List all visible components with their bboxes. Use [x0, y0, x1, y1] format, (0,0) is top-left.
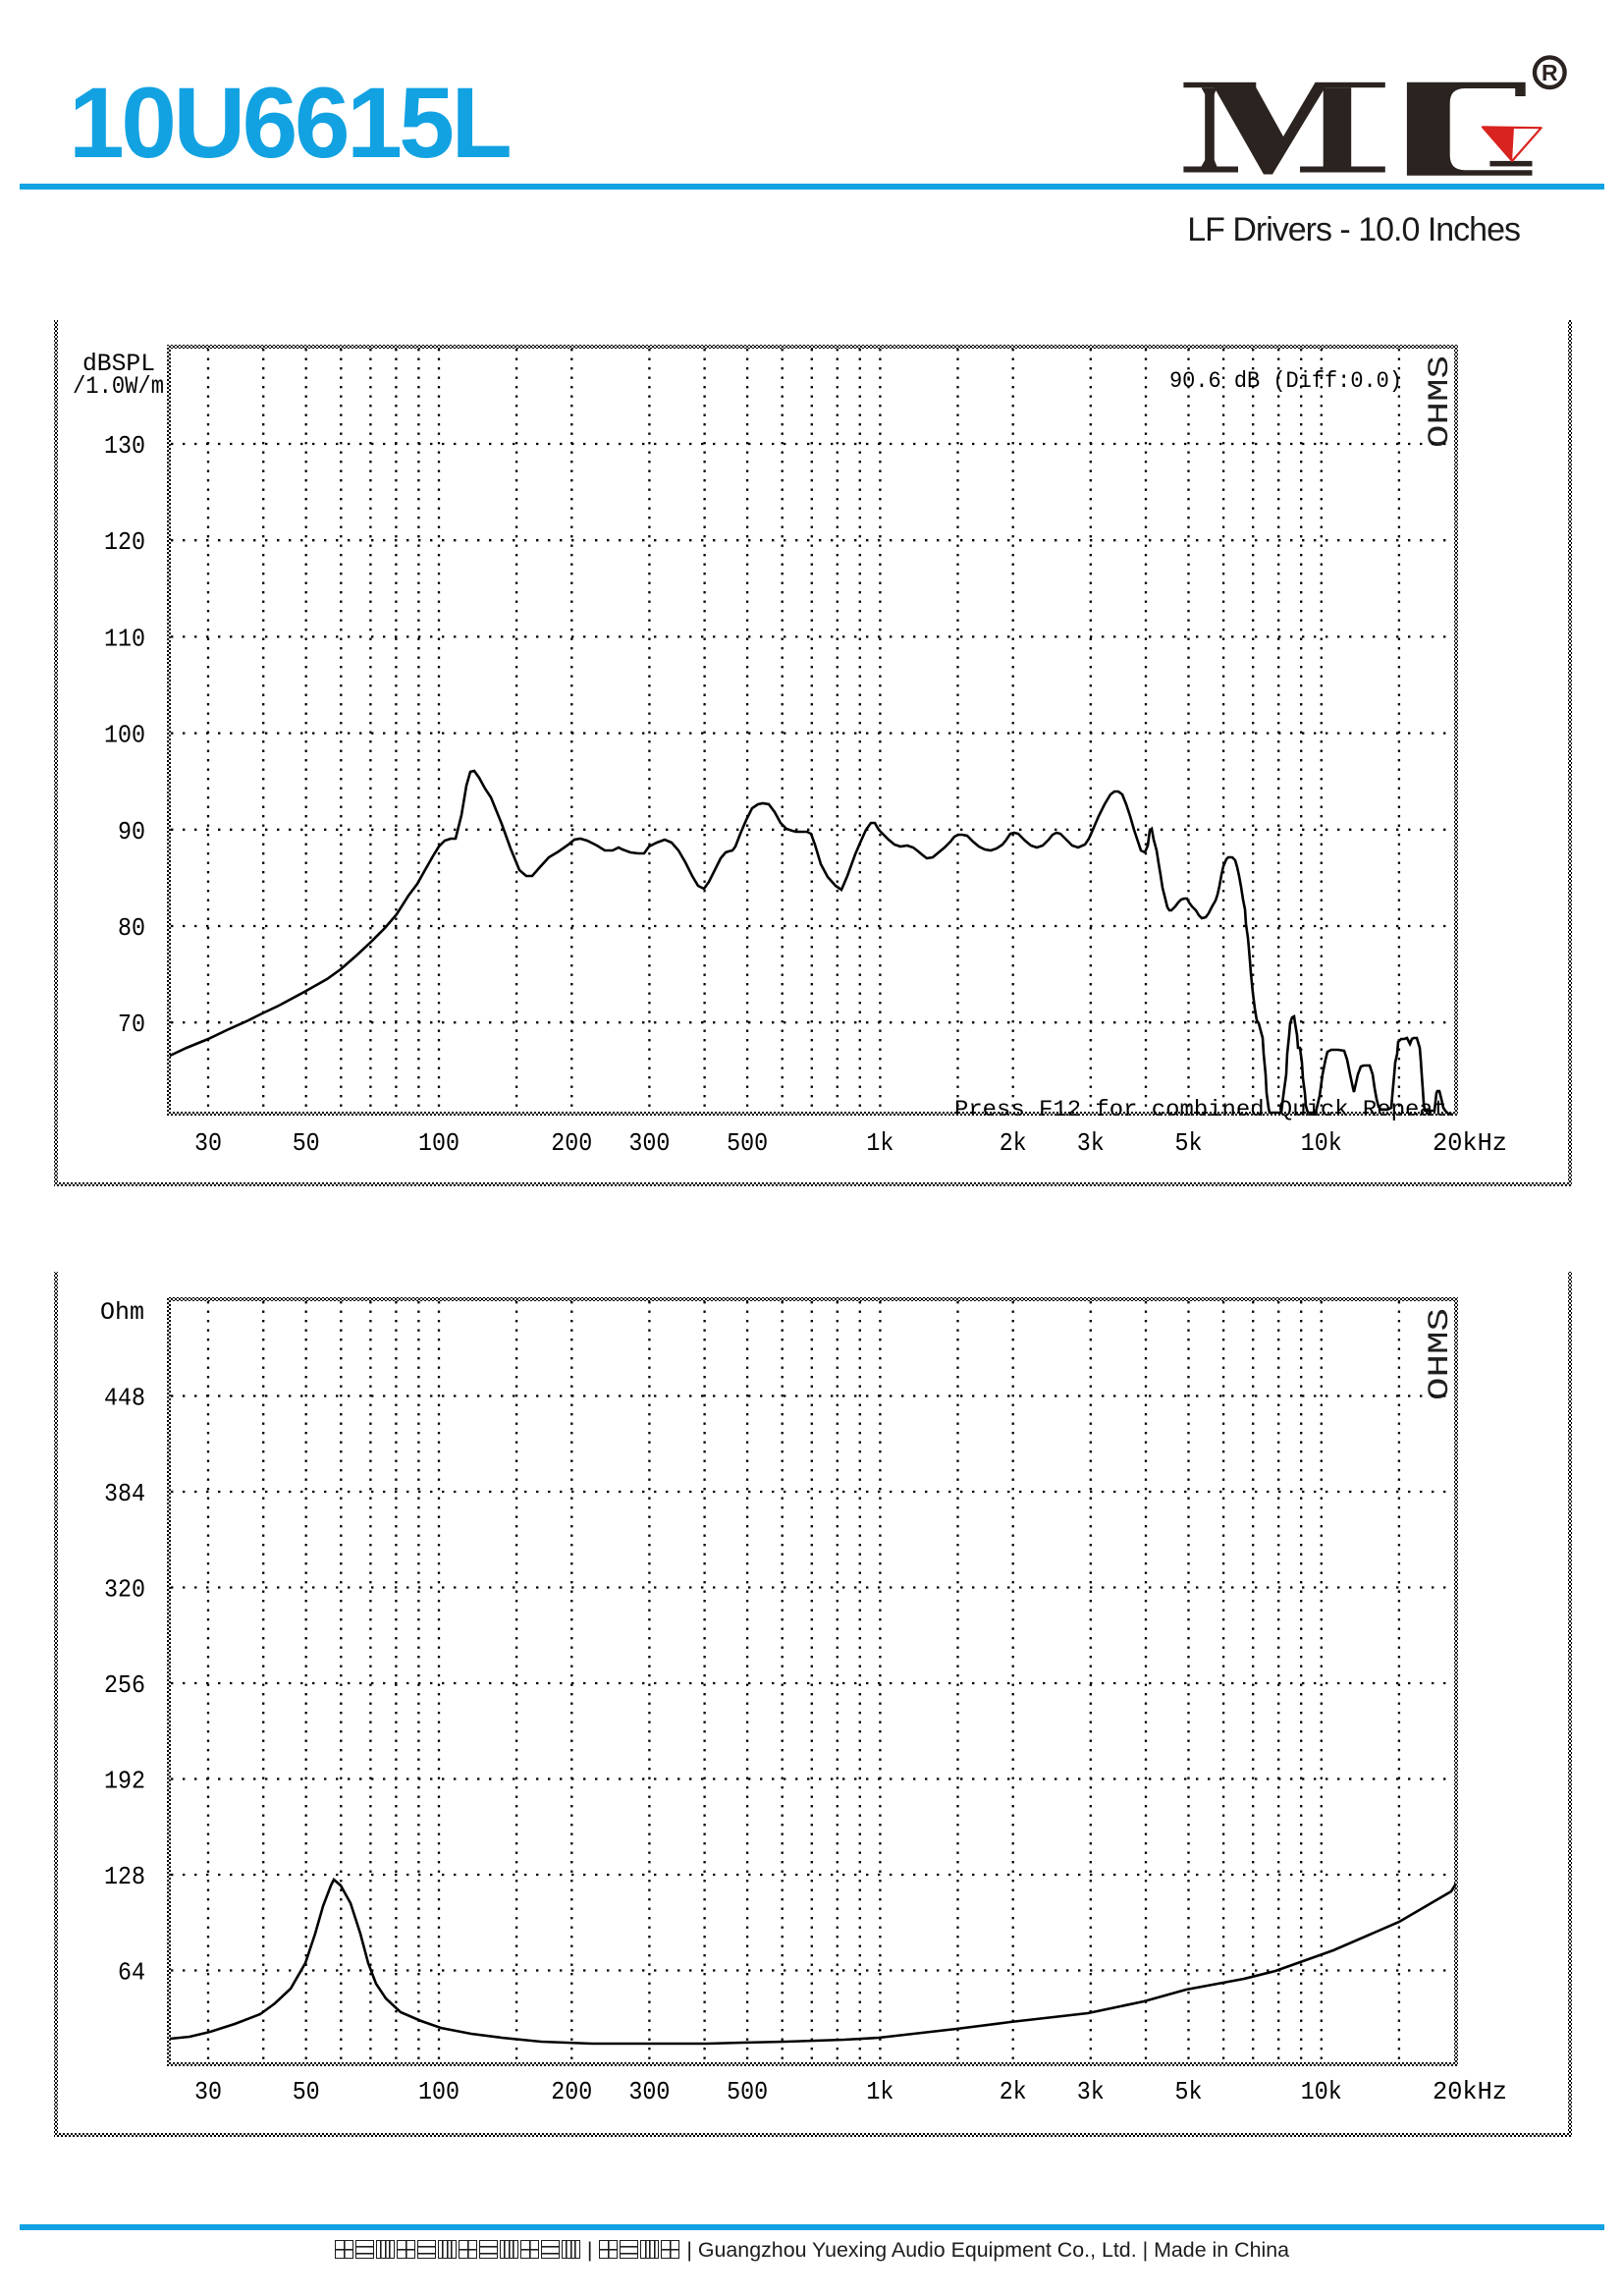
- svg-text:5k: 5k: [1175, 1128, 1203, 1158]
- svg-text:192: 192: [104, 1767, 145, 1796]
- svg-text:300: 300: [628, 1128, 670, 1158]
- svg-text:5k: 5k: [1175, 2077, 1203, 2106]
- svg-text:128: 128: [104, 1862, 145, 1891]
- svg-text:Ohm: Ohm: [100, 1298, 144, 1327]
- svg-text:130: 130: [104, 431, 145, 461]
- svg-text:30: 30: [194, 2077, 222, 2106]
- svg-text:dBSPL: dBSPL: [82, 350, 155, 378]
- svg-text:500: 500: [727, 1128, 768, 1158]
- svg-text:20kHz: 20kHz: [1433, 2077, 1507, 2106]
- svg-text:100: 100: [104, 721, 145, 750]
- svg-text:30: 30: [194, 1128, 222, 1158]
- svg-text:50: 50: [293, 2077, 320, 2106]
- svg-text:OHMS: OHMS: [1424, 355, 1457, 448]
- svg-text:/1.0W/m: /1.0W/m: [73, 372, 164, 401]
- svg-text:10k: 10k: [1301, 2077, 1342, 2106]
- svg-text:448: 448: [104, 1384, 145, 1413]
- svg-text:110: 110: [104, 624, 145, 653]
- svg-text:64: 64: [118, 1958, 145, 1988]
- svg-text:384: 384: [104, 1479, 145, 1508]
- svg-text:256: 256: [104, 1670, 145, 1700]
- svg-text:80: 80: [118, 913, 145, 943]
- svg-text:70: 70: [118, 1010, 145, 1039]
- svg-text:100: 100: [418, 1128, 460, 1158]
- svg-text:1k: 1k: [866, 2077, 893, 2106]
- svg-text:200: 200: [551, 1128, 592, 1158]
- svg-text:320: 320: [104, 1575, 145, 1605]
- svg-text:300: 300: [628, 2077, 670, 2106]
- svg-text:1k: 1k: [866, 1128, 893, 1158]
- svg-text:50: 50: [293, 1128, 320, 1158]
- svg-text:2k: 2k: [1000, 1128, 1027, 1158]
- svg-text:R: R: [1542, 60, 1558, 85]
- svg-text:3k: 3k: [1077, 1128, 1105, 1158]
- svg-text:OHMS: OHMS: [1424, 1308, 1457, 1400]
- svg-text:90: 90: [118, 817, 145, 847]
- svg-text:3k: 3k: [1077, 2077, 1105, 2106]
- svg-text:Press F12 for combined Quick R: Press F12 for combined Quick Repeat: [954, 1097, 1447, 1122]
- svg-text:2k: 2k: [1000, 2077, 1027, 2106]
- svg-text:100: 100: [418, 2077, 460, 2106]
- svg-text:10k: 10k: [1301, 1128, 1342, 1158]
- svg-text:20kHz: 20kHz: [1433, 1128, 1507, 1158]
- svg-text:90.6 dB (Diff:0.0): 90.6 dB (Diff:0.0): [1169, 368, 1402, 394]
- svg-text:200: 200: [551, 2077, 592, 2106]
- svg-text:120: 120: [104, 527, 145, 557]
- svg-text:500: 500: [727, 2077, 768, 2106]
